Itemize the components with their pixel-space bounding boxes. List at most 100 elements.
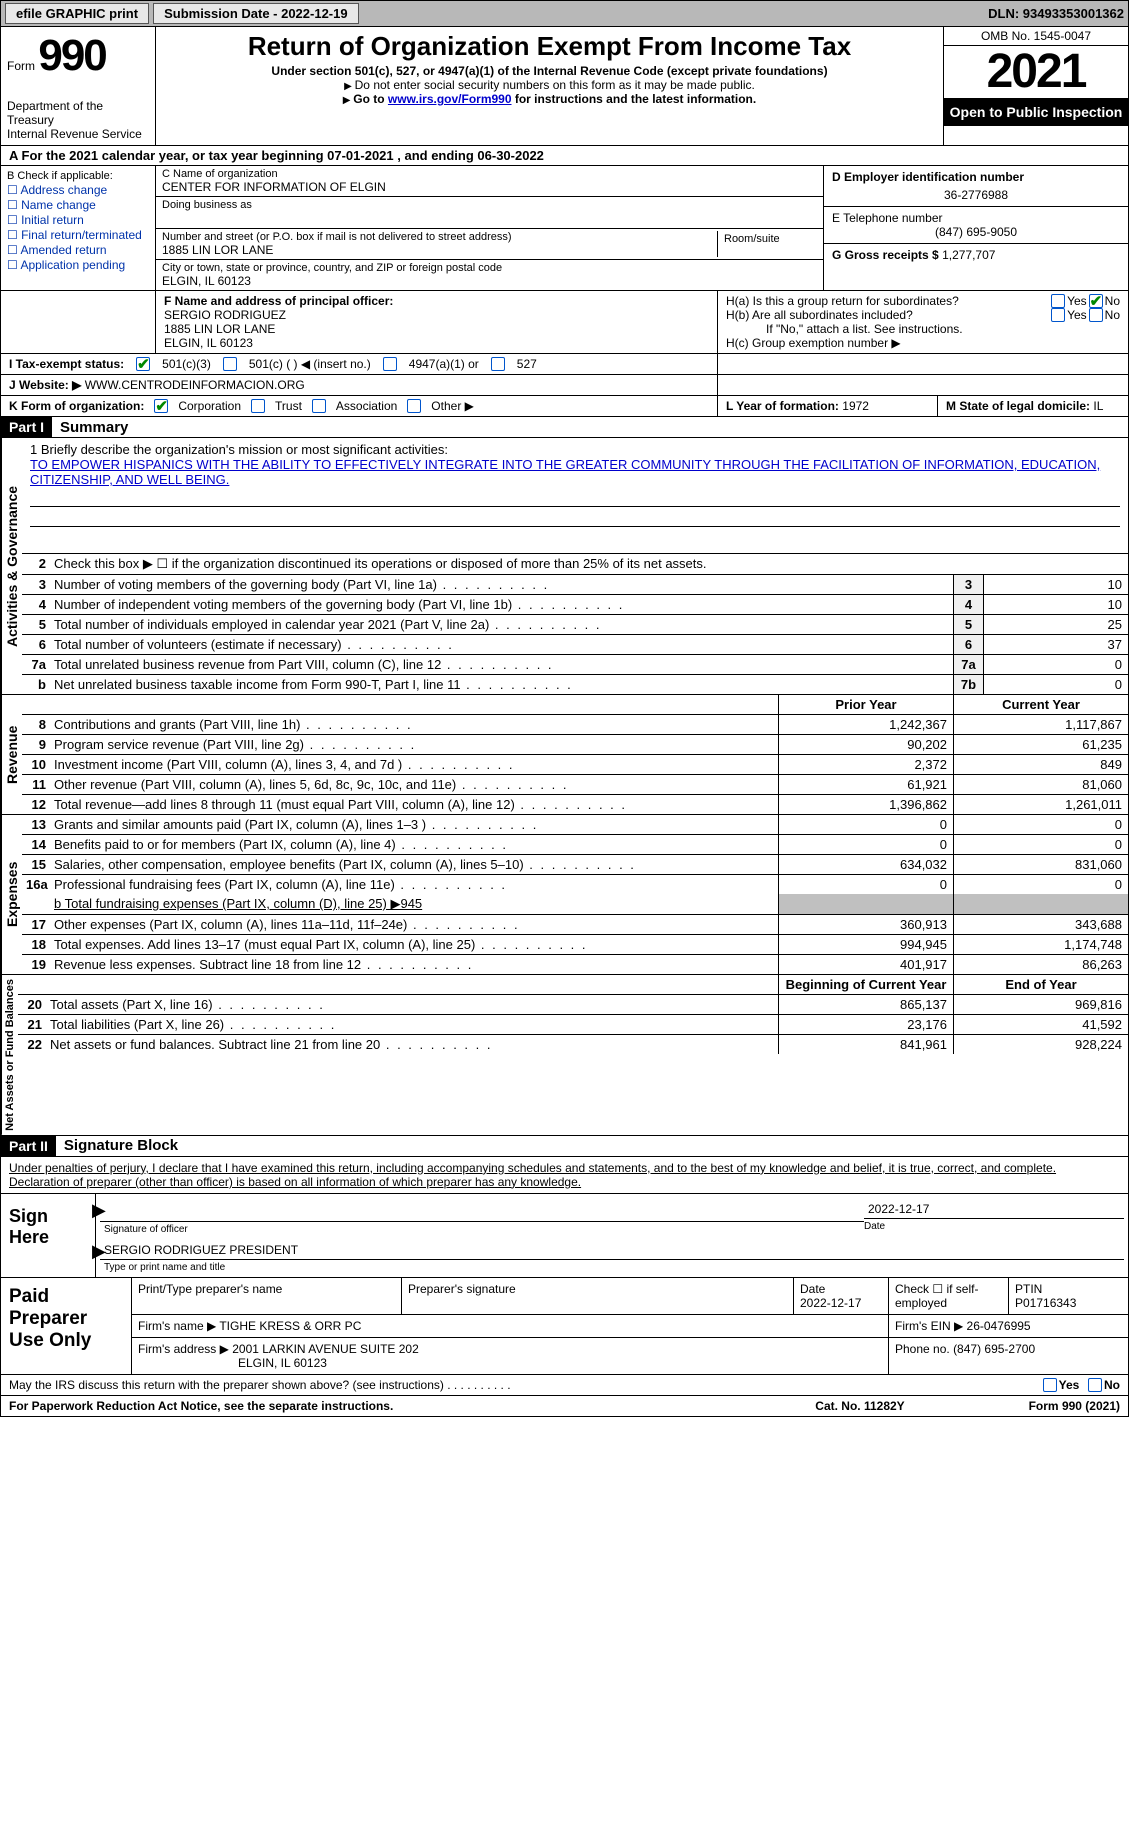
chk-4947[interactable] xyxy=(383,357,397,371)
table-row: 6 Total number of volunteers (estimate i… xyxy=(22,635,1128,655)
prep-check[interactable]: Check ☐ if self-employed xyxy=(888,1278,1008,1314)
room-suite-label: Room/suite xyxy=(717,231,817,257)
part2-title: Signature Block xyxy=(56,1137,178,1154)
firm-ein: 26-0476995 xyxy=(967,1319,1031,1333)
section-net-assets: Net Assets or Fund Balances Beginning of… xyxy=(0,975,1129,1136)
table-row: 20 Total assets (Part X, line 16) 865,13… xyxy=(18,995,1128,1015)
omb-number: OMB No. 1545-0047 xyxy=(944,27,1128,46)
table-row: 9 Program service revenue (Part VIII, li… xyxy=(22,735,1128,755)
state-domicile-label: M State of legal domicile: xyxy=(946,399,1090,413)
hb-note: If "No," attach a list. See instructions… xyxy=(726,322,1120,336)
discuss-text: May the IRS discuss this return with the… xyxy=(9,1378,1041,1392)
hb-label: H(b) Are all subordinates included? xyxy=(726,308,1049,322)
lbl-assoc: Association xyxy=(336,399,397,413)
hb-yes-checkbox[interactable] xyxy=(1051,308,1065,322)
table-row: 7a Total unrelated business revenue from… xyxy=(22,655,1128,675)
sig-name-label: Type or print name and title xyxy=(100,1262,1124,1273)
table-row: 13 Grants and similar amounts paid (Part… xyxy=(22,815,1128,835)
no-label: No xyxy=(1105,294,1120,308)
row-a-calendar: A For the 2021 calendar year, or tax yea… xyxy=(0,146,1129,166)
section-activities: Activities & Governance 1 Briefly descri… xyxy=(0,438,1129,695)
discuss-no-checkbox[interactable] xyxy=(1088,1378,1102,1392)
website-label: J Website: ▶ xyxy=(9,378,81,392)
officer-name: SERGIO RODRIGUEZ xyxy=(164,308,709,322)
open-public-badge: Open to Public Inspection xyxy=(944,98,1128,126)
table-row: 10 Investment income (Part VIII, column … xyxy=(22,755,1128,775)
org-name-label: C Name of organization xyxy=(162,168,817,180)
chk-amended[interactable]: Amended return xyxy=(7,243,149,257)
form-header: Form 990 Department of the Treasury Inte… xyxy=(0,27,1129,146)
goto-note: Go to www.irs.gov/Form990 for instructio… xyxy=(160,92,939,106)
part2-header-row: Part II Signature Block xyxy=(0,1136,1129,1157)
firm-name: TIGHE KRESS & ORR PC xyxy=(219,1319,361,1333)
vert-revenue: Revenue xyxy=(1,695,22,814)
phone-label: E Telephone number xyxy=(832,211,1120,225)
lbl-501c3: 501(c)(3) xyxy=(162,357,211,371)
chk-501c3[interactable] xyxy=(136,357,150,371)
chk-501c[interactable] xyxy=(223,357,237,371)
table-row: 4 Number of independent voting members o… xyxy=(22,595,1128,615)
discuss-yes-checkbox[interactable] xyxy=(1043,1378,1057,1392)
officer-label: F Name and address of principal officer: xyxy=(164,294,709,308)
ptin-label: PTIN xyxy=(1015,1282,1042,1296)
row-j: J Website: ▶ WWW.CENTRODEINFORMACION.ORG xyxy=(0,375,1129,396)
submission-button[interactable]: Submission Date - 2022-12-19 xyxy=(153,3,359,24)
yes-label2: Yes xyxy=(1067,308,1087,322)
table-row: 19 Revenue less expenses. Subtract line … xyxy=(22,955,1128,974)
vert-activities: Activities & Governance xyxy=(1,438,22,694)
efile-button[interactable]: efile GRAPHIC print xyxy=(5,3,149,24)
goto-suffix: for instructions and the latest informat… xyxy=(512,92,757,106)
dept-label: Department of the Treasury Internal Reve… xyxy=(7,99,149,141)
table-row: 16a Professional fundraising fees (Part … xyxy=(22,875,1128,894)
lbl-trust: Trust xyxy=(275,399,302,413)
chk-corp[interactable] xyxy=(154,399,168,413)
mission-block: 1 Briefly describe the organization's mi… xyxy=(22,438,1128,554)
tax-exempt-label: I Tax-exempt status: xyxy=(9,357,124,371)
hc-label: H(c) Group exemption number ▶ xyxy=(726,336,1120,350)
form-number: 990 xyxy=(38,31,105,80)
city-label: City or town, state or province, country… xyxy=(162,262,817,274)
irs-link[interactable]: www.irs.gov/Form990 xyxy=(388,92,512,106)
prep-date: 2022-12-17 xyxy=(800,1296,861,1310)
chk-final-return[interactable]: Final return/terminated xyxy=(7,228,149,242)
section-expenses: Expenses 13 Grants and similar amounts p… xyxy=(0,815,1129,975)
chk-address-change[interactable]: Address change xyxy=(7,183,149,197)
table-row: 12 Total revenue—add lines 8 through 11 … xyxy=(22,795,1128,814)
form-org-label: K Form of organization: xyxy=(9,399,144,413)
hb-no-checkbox[interactable] xyxy=(1089,308,1103,322)
chk-other[interactable] xyxy=(407,399,421,413)
shaded-cell-1 xyxy=(778,894,953,914)
ha-yes-checkbox[interactable] xyxy=(1051,294,1065,308)
part1-title: Summary xyxy=(52,419,128,436)
table-row: b Net unrelated business taxable income … xyxy=(22,675,1128,694)
chk-assoc[interactable] xyxy=(312,399,326,413)
year-formation-label: L Year of formation: xyxy=(726,399,839,413)
row-klm: K Form of organization: Corporation Trus… xyxy=(0,396,1129,417)
col-begin-year: Beginning of Current Year xyxy=(778,975,953,994)
chk-trust[interactable] xyxy=(251,399,265,413)
col-current-year: Current Year xyxy=(953,695,1128,714)
prep-date-label: Date xyxy=(800,1282,825,1296)
ha-no-checkbox[interactable] xyxy=(1089,294,1103,308)
table-row: 21 Total liabilities (Part X, line 26) 2… xyxy=(18,1015,1128,1035)
line2-text: Check this box ▶ ☐ if the organization d… xyxy=(50,554,1128,574)
addr-label: Number and street (or P.O. box if mail i… xyxy=(162,231,713,243)
officer-addr2: ELGIN, IL 60123 xyxy=(164,336,709,350)
chk-initial-return[interactable]: Initial return xyxy=(7,213,149,227)
chk-application-pending[interactable]: Application pending xyxy=(7,258,149,272)
part1-header-row: Part I Summary xyxy=(0,417,1129,438)
ein-label: D Employer identification number xyxy=(832,170,1120,184)
website-value: WWW.CENTRODEINFORMACION.ORG xyxy=(85,378,305,392)
chk-name-change[interactable]: Name change xyxy=(7,198,149,212)
cat-no: Cat. No. 11282Y xyxy=(760,1399,960,1413)
chk-527[interactable] xyxy=(491,357,505,371)
prep-name-label: Print/Type preparer's name xyxy=(131,1278,401,1314)
right-info-col: D Employer identification number 36-2776… xyxy=(823,166,1128,290)
street-address: 1885 LIN LOR LANE xyxy=(162,243,713,257)
ein-value: 36-2776988 xyxy=(832,188,1120,202)
table-row: 18 Total expenses. Add lines 13–17 (must… xyxy=(22,935,1128,955)
table-row: 14 Benefits paid to or for members (Part… xyxy=(22,835,1128,855)
table-row: 8 Contributions and grants (Part VIII, l… xyxy=(22,715,1128,735)
firm-name-label: Firm's name ▶ xyxy=(138,1319,216,1333)
line-num-2: 2 xyxy=(22,554,50,574)
